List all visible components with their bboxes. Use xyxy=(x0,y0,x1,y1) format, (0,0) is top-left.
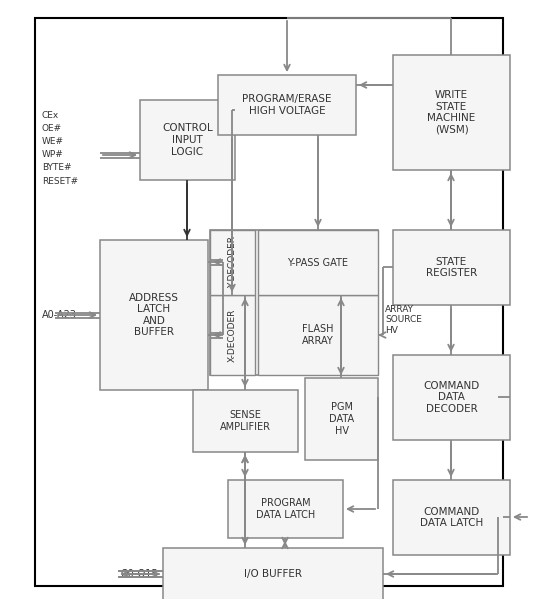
Text: FLASH
ARRAY: FLASH ARRAY xyxy=(302,324,334,346)
Text: X-DECODER: X-DECODER xyxy=(228,308,237,362)
Bar xyxy=(100,240,208,390)
Bar xyxy=(210,295,255,375)
Bar xyxy=(258,230,378,295)
Text: ARRAY
SOURCE
HV: ARRAY SOURCE HV xyxy=(385,305,422,335)
Bar xyxy=(140,100,235,180)
Bar xyxy=(393,355,510,440)
Text: PGM
DATA
HV: PGM DATA HV xyxy=(329,403,354,435)
Bar xyxy=(218,75,356,135)
Bar xyxy=(228,480,343,538)
Text: A0-A23: A0-A23 xyxy=(42,310,77,320)
Text: CONTROL
INPUT
LOGIC: CONTROL INPUT LOGIC xyxy=(162,123,213,156)
Text: CEx
OE#
WE#
WP#
BYTE#
RESET#: CEx OE# WE# WP# BYTE# RESET# xyxy=(42,110,78,186)
Bar xyxy=(210,230,378,375)
Text: COMMAND
DATA
DECODER: COMMAND DATA DECODER xyxy=(423,381,479,414)
Bar xyxy=(258,295,378,375)
Text: WRITE
STATE
MACHINE
(WSM): WRITE STATE MACHINE (WSM) xyxy=(427,90,476,135)
Text: Y-PASS GATE: Y-PASS GATE xyxy=(287,258,348,268)
Text: I/O BUFFER: I/O BUFFER xyxy=(244,569,302,579)
Bar xyxy=(393,230,510,305)
Text: Y-DECODER: Y-DECODER xyxy=(228,237,237,289)
Text: PROGRAM
DATA LATCH: PROGRAM DATA LATCH xyxy=(256,498,315,520)
Text: STATE
REGISTER: STATE REGISTER xyxy=(426,257,477,279)
Bar xyxy=(393,480,510,555)
Text: COMMAND
DATA LATCH: COMMAND DATA LATCH xyxy=(420,507,483,528)
Bar xyxy=(163,548,383,599)
Bar xyxy=(35,18,503,586)
Bar xyxy=(210,230,255,295)
Text: SENSE
AMPLIFIER: SENSE AMPLIFIER xyxy=(220,410,271,432)
Bar xyxy=(193,390,298,452)
Bar xyxy=(305,378,378,460)
Text: ADDRESS
LATCH
AND
BUFFER: ADDRESS LATCH AND BUFFER xyxy=(129,292,179,337)
Text: PROGRAM/ERASE
HIGH VOLTAGE: PROGRAM/ERASE HIGH VOLTAGE xyxy=(242,94,332,116)
Bar xyxy=(393,55,510,170)
Text: Q0-Q15: Q0-Q15 xyxy=(120,569,158,579)
